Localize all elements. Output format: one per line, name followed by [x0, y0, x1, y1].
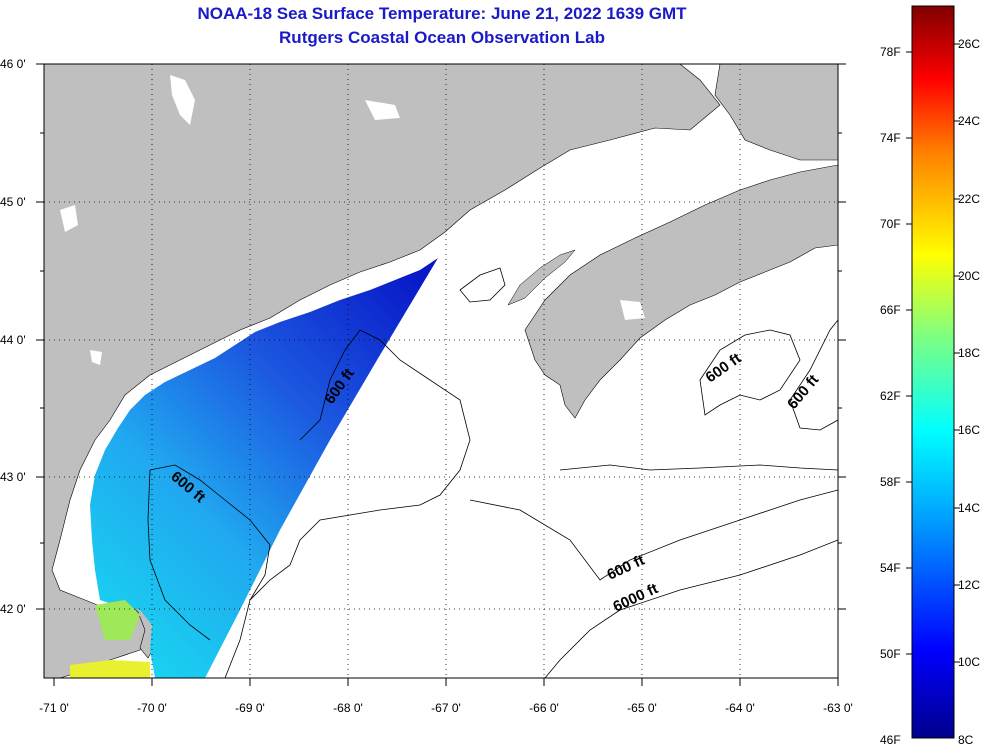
colorbar-c-label: 24C — [958, 114, 980, 128]
map-frame — [43, 63, 839, 679]
lon-label: -65 0' — [627, 701, 657, 715]
land-nova-scotia — [524, 164, 838, 419]
colorbar-c-label: 14C — [958, 501, 980, 515]
colorbar-f-label: 46F — [880, 733, 901, 747]
lon-label: -70 0' — [137, 701, 167, 715]
colorbar-f-label: 54F — [880, 561, 901, 575]
warm-patch — [95, 600, 140, 640]
lake — [170, 75, 195, 125]
colorbar-c-label: 26C — [958, 37, 980, 51]
colorbar-c-label: 8C — [958, 733, 974, 747]
lake — [60, 205, 78, 232]
lat-label: 44 0' — [0, 333, 26, 347]
bathymetry-contours — [147, 267, 838, 678]
colorbar-c-label: 12C — [958, 578, 980, 592]
lat-label: 46 0' — [0, 57, 26, 71]
map-subtitle: Rutgers Coastal Ocean Observation Lab — [279, 28, 605, 47]
colorbar-c-label: 22C — [958, 192, 980, 206]
lon-label: -69 0' — [235, 701, 265, 715]
colorbar-f-label: 66F — [880, 303, 901, 317]
lon-label: -68 0' — [333, 701, 363, 715]
colorbar-ticks — [906, 43, 960, 663]
colorbar-f-label: 74F — [880, 131, 901, 145]
lon-label: -66 0' — [529, 701, 559, 715]
lake — [90, 350, 102, 365]
lon-label: -71 0' — [39, 701, 69, 715]
lat-label: 42 0' — [0, 602, 26, 616]
lake — [620, 300, 645, 320]
sst-swath — [90, 258, 438, 678]
lat-label: 45 0' — [0, 195, 26, 209]
colorbar-f-label: 58F — [880, 475, 901, 489]
warm-patch — [70, 660, 150, 678]
lake — [365, 100, 400, 120]
colorbar-c-label: 16C — [958, 423, 980, 437]
land-cape-breton — [714, 64, 838, 161]
colorbar-f-label: 70F — [880, 217, 901, 231]
colorbar-c-label: 20C — [958, 269, 980, 283]
land-long-island — [507, 249, 576, 306]
colorbar-f-label: 62F — [880, 389, 901, 403]
map-title: NOAA-18 Sea Surface Temperature: June 21… — [197, 4, 687, 23]
colorbar-f-label: 50F — [880, 647, 901, 661]
lat-label: 43 0' — [0, 470, 26, 484]
colorbar-c-label: 18C — [958, 346, 980, 360]
lon-label: -67 0' — [431, 701, 461, 715]
colorbar-c-label: 10C — [958, 655, 980, 669]
lon-label: -64 0' — [725, 701, 755, 715]
colorbar-f-label: 78F — [880, 45, 901, 59]
colorbar — [911, 5, 955, 739]
lon-label: -63 0' — [823, 701, 853, 715]
axis-ticks — [36, 63, 846, 686]
